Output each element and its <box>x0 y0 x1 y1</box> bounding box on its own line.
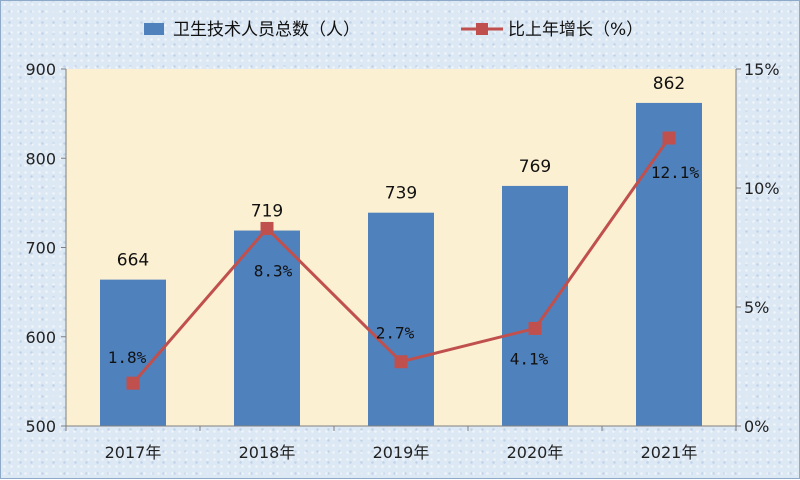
bar-2017年 <box>100 279 166 426</box>
growth-point-2021年 <box>662 131 676 145</box>
y-left-tick-label: 700 <box>25 239 56 258</box>
x-tick-label: 2018年 <box>239 443 296 462</box>
bar-2019年 <box>368 212 434 426</box>
legend-line-marker <box>476 23 488 35</box>
bar-2021年 <box>636 102 702 426</box>
bar-value-label: 719 <box>251 202 283 222</box>
y-left-tick-label: 800 <box>25 149 56 168</box>
bar-value-label: 862 <box>653 74 685 94</box>
growth-value-label: 4.1% <box>510 349 549 368</box>
y-left-tick-label: 900 <box>25 60 56 79</box>
x-tick-label: 2021年 <box>641 443 698 462</box>
bar-2020年 <box>502 185 568 426</box>
bar-value-label: 664 <box>117 251 149 271</box>
growth-value-label: 12.1% <box>651 163 700 182</box>
legend-line-label: 比上年增长（%） <box>508 20 643 40</box>
bar-value-label: 769 <box>519 157 551 177</box>
x-tick-label: 2019年 <box>373 443 430 462</box>
y-right-tick-label: 5% <box>744 298 769 317</box>
y-left-tick-label: 500 <box>25 417 56 436</box>
legend-bar-label: 卫生技术人员总数（人） <box>173 20 360 40</box>
bar-2018年 <box>234 230 300 426</box>
y-right-tick-label: 0% <box>744 417 769 436</box>
growth-point-2020年 <box>528 321 542 335</box>
bar-value-label: 739 <box>385 184 417 204</box>
y-left-tick-label: 600 <box>25 328 56 347</box>
growth-point-2018年 <box>260 221 274 235</box>
x-tick-label: 2017年 <box>105 443 162 462</box>
y-right-tick-label: 15% <box>744 60 780 79</box>
growth-value-label: 1.8% <box>108 348 147 367</box>
y-right-tick-label: 10% <box>744 179 780 198</box>
growth-point-2017年 <box>126 376 140 390</box>
legend-bar-swatch <box>144 23 164 35</box>
growth-value-label: 8.3% <box>254 261 293 280</box>
growth-value-label: 2.7% <box>376 324 415 343</box>
x-tick-label: 2020年 <box>507 443 564 462</box>
growth-point-2019年 <box>394 355 408 369</box>
